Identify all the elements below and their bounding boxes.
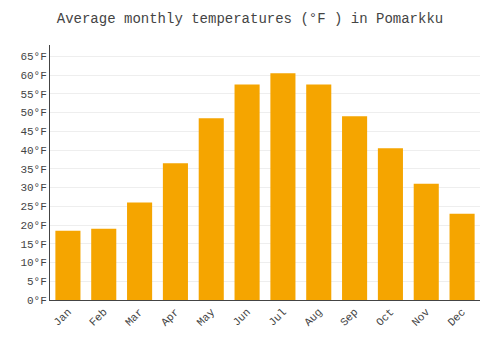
svg-text:Aug: Aug	[302, 306, 324, 328]
svg-text:Feb: Feb	[87, 306, 109, 328]
svg-text:Jun: Jun	[231, 306, 253, 328]
svg-text:Average monthly temperatures (: Average monthly temperatures (°F ) in Po…	[57, 11, 443, 27]
svg-text:65°F: 65°F	[20, 51, 46, 63]
svg-text:Dec: Dec	[446, 306, 468, 328]
svg-text:Nov: Nov	[410, 306, 433, 329]
svg-text:40°F: 40°F	[20, 145, 46, 157]
svg-text:Jul: Jul	[266, 306, 288, 328]
svg-text:35°F: 35°F	[20, 164, 46, 176]
svg-text:25°F: 25°F	[20, 201, 46, 213]
svg-text:0°F: 0°F	[27, 295, 47, 307]
svg-text:20°F: 20°F	[20, 220, 46, 232]
svg-text:45°F: 45°F	[20, 126, 46, 138]
svg-text:Jan: Jan	[51, 306, 73, 328]
svg-text:60°F: 60°F	[20, 70, 46, 82]
svg-text:15°F: 15°F	[20, 239, 46, 251]
svg-text:30°F: 30°F	[20, 182, 46, 194]
svg-text:Apr: Apr	[159, 306, 181, 328]
svg-text:Oct: Oct	[374, 306, 396, 328]
svg-text:10°F: 10°F	[20, 257, 46, 269]
svg-text:55°F: 55°F	[20, 89, 46, 101]
svg-text:Sep: Sep	[338, 306, 360, 328]
svg-text:Mar: Mar	[123, 306, 145, 328]
svg-text:5°F: 5°F	[27, 276, 47, 288]
svg-text:50°F: 50°F	[20, 107, 46, 119]
svg-text:May: May	[195, 306, 218, 329]
